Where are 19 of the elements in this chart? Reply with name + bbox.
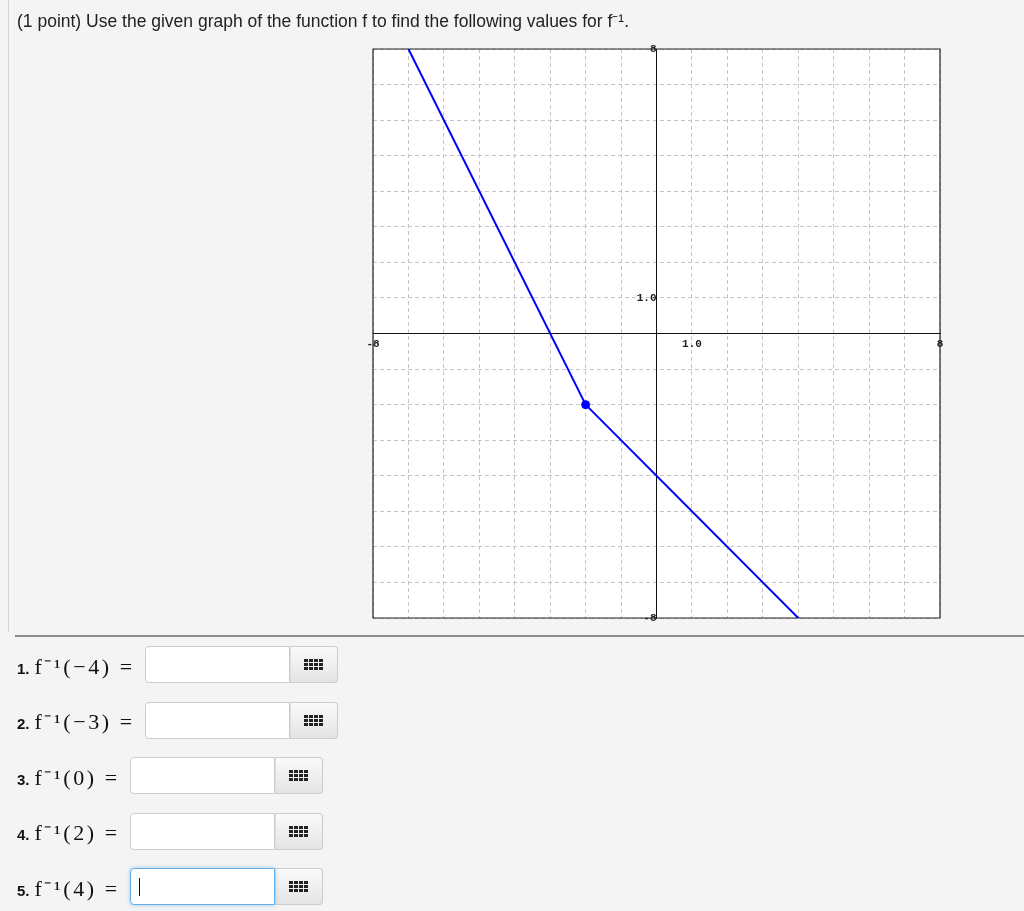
text-field[interactable]	[129, 757, 275, 794]
y-tick-label: 8	[649, 42, 657, 55]
chart-title: (1 point) Use the given graph of the function f to find the following values for f⁻¹.	[17, 10, 630, 32]
x-tick-label: 1.0	[682, 337, 702, 350]
text-field[interactable]	[144, 701, 290, 739]
button[interactable]	[274, 757, 323, 794]
text-field[interactable]	[129, 868, 275, 905]
text: 3. f⁻¹(0) =	[17, 763, 120, 791]
text: 1. f⁻¹(−4) =	[17, 652, 135, 680]
button[interactable]	[274, 812, 323, 850]
button[interactable]	[289, 646, 338, 683]
text-field[interactable]	[129, 812, 275, 850]
button[interactable]	[274, 868, 323, 905]
text: 5. f⁻¹(4) =	[17, 874, 120, 902]
text: 2. f⁻¹(−3) =	[17, 708, 135, 735]
text: 4. f⁻¹(2) =	[17, 819, 120, 846]
button[interactable]	[289, 701, 338, 739]
y-tick-label: 1.0	[636, 291, 657, 304]
text-field[interactable]	[144, 646, 290, 683]
